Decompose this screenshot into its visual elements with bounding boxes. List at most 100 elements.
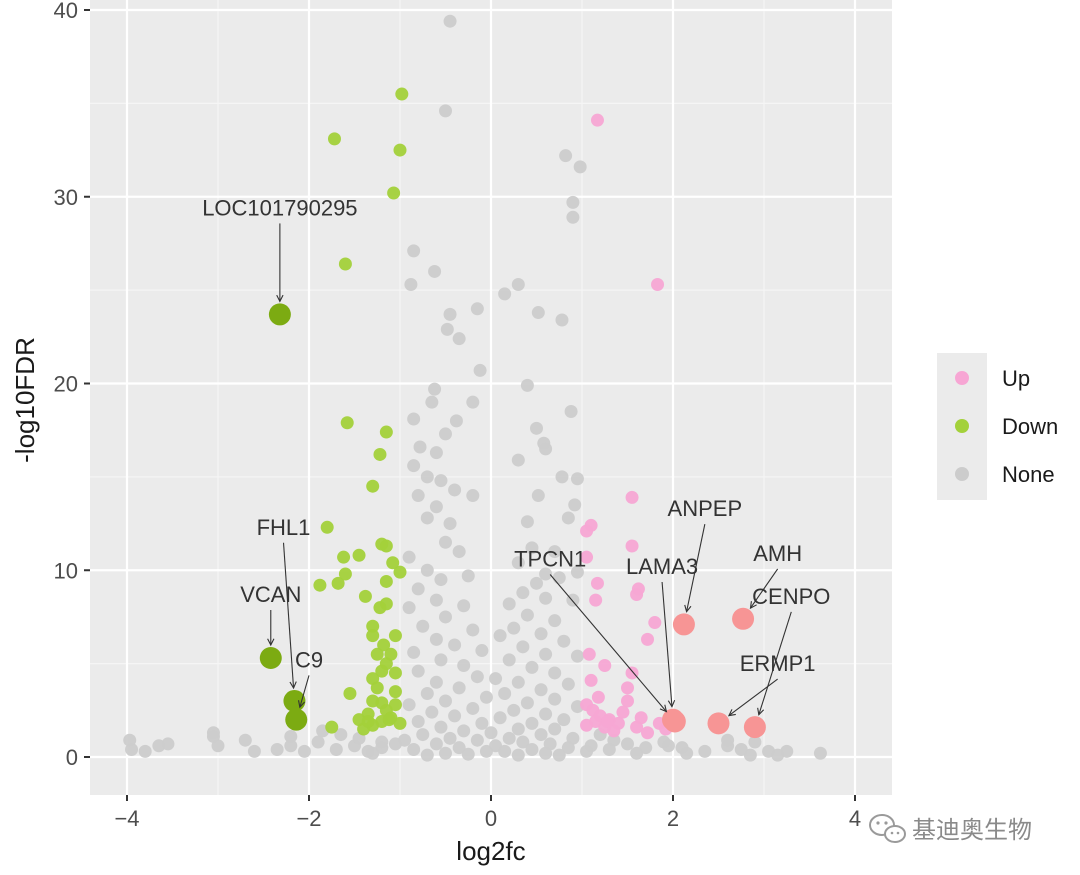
point-none bbox=[452, 545, 466, 559]
point-none bbox=[548, 692, 562, 706]
point-none bbox=[561, 741, 575, 755]
point-down bbox=[370, 681, 384, 695]
point-none bbox=[407, 645, 421, 659]
point-none bbox=[247, 744, 261, 758]
point-none bbox=[439, 746, 452, 760]
point-none bbox=[511, 748, 525, 762]
highlight-point-anpep bbox=[672, 613, 695, 636]
point-none bbox=[407, 743, 421, 757]
point-none bbox=[457, 658, 471, 672]
point-none bbox=[411, 715, 425, 729]
point-none bbox=[123, 733, 137, 747]
point-none bbox=[434, 653, 448, 667]
leader-arrowhead bbox=[276, 294, 284, 303]
point-none bbox=[621, 737, 634, 751]
point-none bbox=[548, 545, 562, 559]
x-tick-label: −4 bbox=[114, 806, 139, 831]
point-down bbox=[388, 685, 402, 699]
point-none bbox=[502, 731, 516, 745]
point-down bbox=[366, 479, 380, 493]
point-none bbox=[439, 610, 452, 624]
point-none bbox=[539, 647, 553, 661]
point-none bbox=[407, 244, 421, 258]
point-down bbox=[395, 87, 409, 101]
leader-arrowhead bbox=[727, 709, 736, 717]
point-down bbox=[361, 715, 375, 729]
leader-line bbox=[686, 523, 706, 612]
point-none bbox=[493, 629, 507, 643]
leader-arrowhead bbox=[267, 638, 275, 647]
gene-label-ermp1: ERMP1 bbox=[740, 651, 816, 676]
point-down bbox=[393, 716, 407, 730]
point-none bbox=[525, 541, 539, 555]
point-down bbox=[393, 143, 407, 157]
point-none bbox=[502, 597, 516, 611]
legend-label-up: Up bbox=[1002, 366, 1030, 391]
point-up bbox=[600, 715, 614, 729]
point-up bbox=[625, 490, 639, 504]
point-none bbox=[748, 735, 762, 749]
legend-label-down: Down bbox=[1002, 414, 1058, 439]
point-none bbox=[566, 210, 580, 224]
y-tick-label: 20 bbox=[54, 372, 78, 397]
point-none bbox=[420, 511, 434, 525]
point-none bbox=[138, 744, 152, 758]
highlight-point-vcan bbox=[259, 647, 282, 670]
gene-label-amh: AMH bbox=[753, 541, 802, 566]
point-none bbox=[525, 716, 539, 730]
highlight-point-cenpo bbox=[743, 716, 766, 739]
highlight-point-loc101790295 bbox=[268, 303, 291, 326]
point-none bbox=[548, 614, 562, 628]
point-none bbox=[507, 703, 521, 717]
point-none bbox=[573, 160, 587, 174]
point-none bbox=[443, 307, 457, 321]
point-up bbox=[580, 718, 594, 732]
point-down bbox=[370, 647, 384, 661]
point-none bbox=[771, 748, 785, 762]
point-up bbox=[580, 550, 594, 564]
point-down bbox=[386, 556, 400, 570]
point-none bbox=[470, 302, 484, 316]
legend-label-none: None bbox=[1002, 462, 1055, 487]
point-none bbox=[698, 744, 712, 758]
highlight-point-c9 bbox=[285, 708, 308, 731]
y-axis: 0 10 20 30 40 bbox=[54, 0, 90, 770]
point-none bbox=[511, 278, 525, 292]
point-none bbox=[484, 726, 498, 740]
point-none bbox=[425, 705, 439, 719]
point-none bbox=[457, 724, 471, 738]
point-none bbox=[525, 660, 539, 674]
watermark-text: 基迪奥生物 bbox=[912, 816, 1032, 844]
point-down bbox=[388, 698, 402, 712]
point-none bbox=[429, 737, 443, 751]
point-none bbox=[206, 726, 220, 740]
point-none bbox=[661, 739, 675, 753]
point-up bbox=[616, 705, 630, 719]
point-down bbox=[377, 638, 391, 652]
point-none bbox=[329, 743, 343, 757]
y-axis-title: -log10FDR bbox=[10, 337, 40, 463]
series-down-points bbox=[313, 87, 409, 736]
point-none bbox=[568, 498, 582, 512]
point-none bbox=[520, 696, 534, 710]
point-none bbox=[284, 739, 298, 753]
point-none bbox=[520, 378, 534, 392]
point-none bbox=[439, 694, 452, 708]
point-up bbox=[621, 681, 634, 695]
point-none bbox=[498, 687, 512, 701]
point-none bbox=[461, 747, 475, 761]
point-none bbox=[407, 412, 421, 426]
point-down bbox=[382, 713, 396, 727]
point-up bbox=[625, 666, 639, 680]
point-down bbox=[393, 565, 407, 579]
point-none bbox=[434, 474, 448, 488]
gene-label-c9: C9 bbox=[295, 647, 323, 672]
point-down bbox=[387, 186, 401, 200]
leader-line bbox=[758, 611, 792, 715]
highlight-point-lama3 bbox=[662, 708, 684, 731]
point-none bbox=[452, 681, 466, 695]
point-down bbox=[338, 257, 352, 271]
point-none bbox=[511, 722, 525, 736]
point-up bbox=[584, 673, 598, 687]
point-none bbox=[439, 427, 452, 441]
